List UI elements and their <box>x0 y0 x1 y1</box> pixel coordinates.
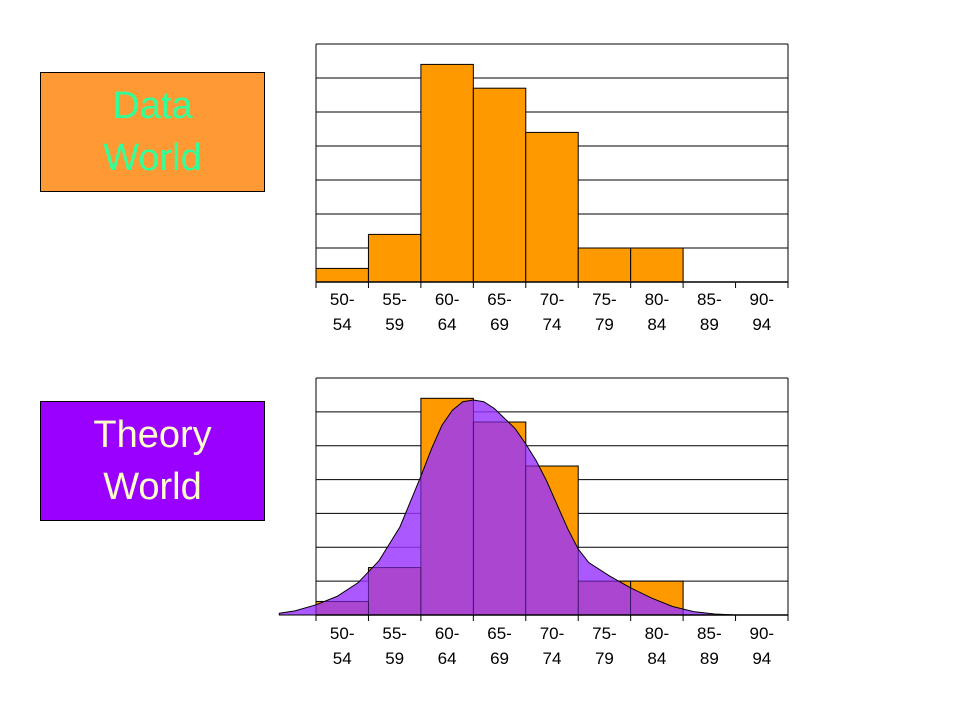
x-tick-label: 50- <box>330 624 355 643</box>
x-tick-label: 75- <box>592 624 617 643</box>
x-tick-label: 94 <box>752 649 771 668</box>
x-tick-label: 84 <box>647 315 666 334</box>
x-tick-label: 74 <box>543 649 562 668</box>
theory-world-line1: Theory <box>93 414 212 456</box>
x-tick-label: 75- <box>592 290 617 309</box>
x-tick-label: 90- <box>749 290 774 309</box>
x-tick-label: 85- <box>697 290 722 309</box>
x-tick-label: 64 <box>438 649 457 668</box>
x-tick-label: 70- <box>540 624 565 643</box>
x-tick-label: 70- <box>540 290 565 309</box>
x-tick-label: 50- <box>330 290 355 309</box>
theory-curve <box>278 399 736 616</box>
histogram-bar <box>472 87 527 283</box>
histogram-bar <box>367 233 422 283</box>
x-tick-label: 79 <box>595 315 614 334</box>
histogram-bar <box>525 131 579 283</box>
x-tick-label: 80- <box>645 290 670 309</box>
x-tick-label: 80- <box>645 624 670 643</box>
theory-histogram: 50- 54 55- 59 60- 64 65- 69 70- 74 75- 79 80- 84 85- 89… <box>278 377 789 668</box>
x-tick-label: 59 <box>385 649 404 668</box>
x-tick-label: 90- <box>749 624 774 643</box>
x-tick-label: 55- <box>382 624 407 643</box>
data-histogram: 50- 54 55- 59 60- 64 65- 69 70- 74 75- 79 80- 84 85- 89… <box>315 43 789 334</box>
x-tick-label: 89 <box>700 649 719 668</box>
x-tick-label: 85- <box>697 624 722 643</box>
x-tick-label: 84 <box>647 649 666 668</box>
histogram-bar <box>420 63 474 283</box>
theory-world-box: Theory World <box>40 401 265 521</box>
x-tick-label: 69 <box>490 315 509 334</box>
x-tick-label: 55- <box>382 290 407 309</box>
x-tick-label: 54 <box>333 315 352 334</box>
data-world-line2: World <box>103 137 202 179</box>
x-tick-label: 69 <box>490 649 509 668</box>
x-tick-label: 54 <box>333 649 352 668</box>
histogram-bar <box>315 267 369 283</box>
x-tick-label: 79 <box>595 649 614 668</box>
x-tick-label: 59 <box>385 315 404 334</box>
data-world-line1: Data <box>112 85 193 127</box>
x-tick-label: 94 <box>752 315 771 334</box>
x-tick-label: 89 <box>700 315 719 334</box>
data-world-box: Data World <box>40 72 265 192</box>
x-tick-label: 65- <box>487 290 512 309</box>
x-tick-label: 64 <box>438 315 457 334</box>
histogram-bar <box>577 247 632 283</box>
theory-world-line2: World <box>103 466 202 508</box>
histogram-bar <box>630 247 684 283</box>
x-tick-label: 74 <box>543 315 562 334</box>
x-tick-label: 60- <box>435 290 460 309</box>
x-tick-label: 65- <box>487 624 512 643</box>
x-tick-label: 60- <box>435 624 460 643</box>
